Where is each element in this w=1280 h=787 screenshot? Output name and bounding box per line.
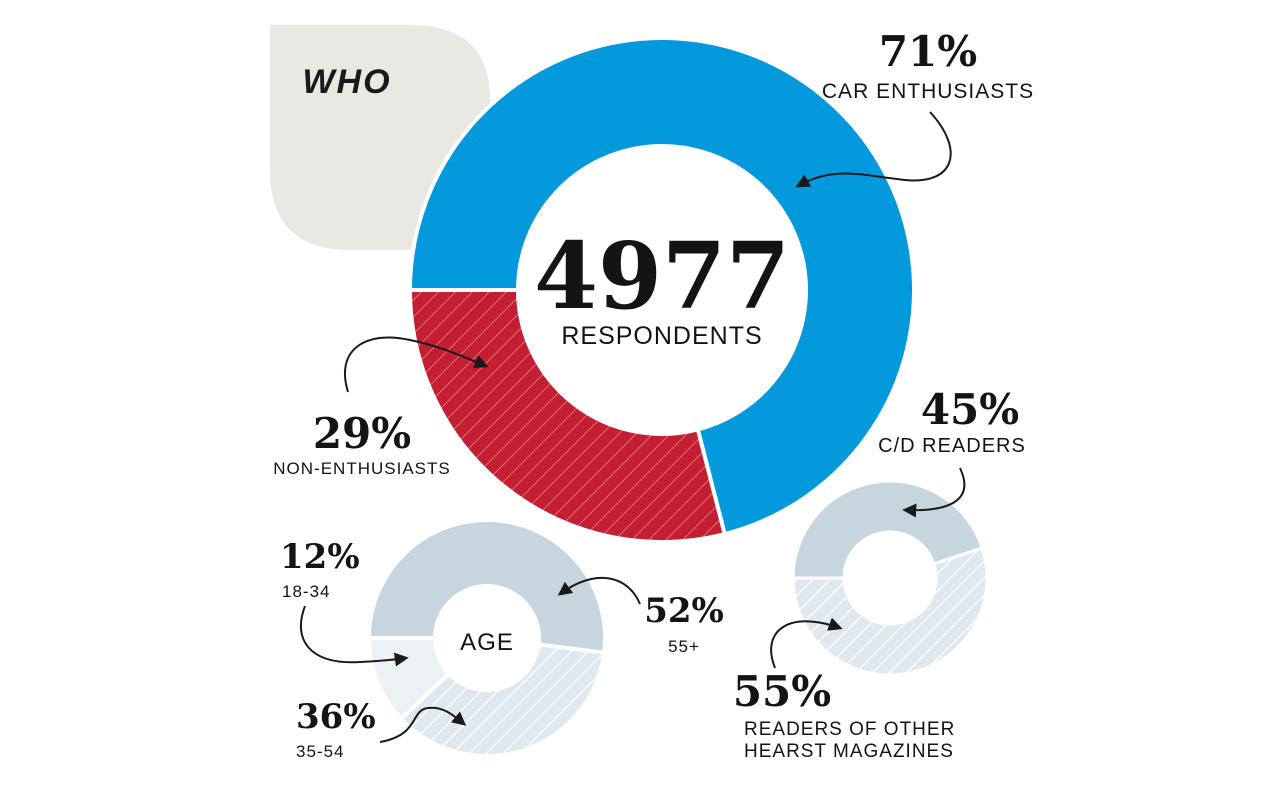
slice-age-55-plus — [366, 518, 607, 656]
slice-age-18-34 — [366, 636, 452, 722]
who-heading: WHO — [302, 63, 391, 101]
respondents-count: 4977 — [534, 222, 790, 330]
respondents-label: RESPONDENTS — [561, 322, 762, 350]
arrow-age-18-34 — [299, 605, 409, 667]
car-enthusiasts-label: CAR ENTHUSIASTS — [822, 80, 1034, 103]
arrow-age-35-54 — [379, 706, 467, 743]
arrow-hearst-readers — [770, 617, 843, 669]
non-enthusiasts-label: NON-ENTHUSIASTS — [273, 459, 450, 478]
slice-age-35-54 — [398, 642, 607, 758]
hearst-readers-label-line1: READERS OF OTHER — [744, 719, 955, 740]
arrow-age-55-plus — [557, 576, 641, 605]
respondents-donut — [407, 36, 916, 544]
arrow-cd-readers — [902, 467, 966, 518]
slice-non-enthusiasts — [407, 288, 728, 544]
car-enthusiasts-percent: 71% — [879, 27, 977, 76]
age-35-54-percent: 36% — [296, 697, 376, 737]
readers-donut — [791, 479, 989, 677]
age-18-34-percent: 12% — [280, 537, 360, 577]
age-center-label: AGE — [460, 629, 514, 656]
age-55-plus-percent: 52% — [644, 591, 724, 631]
hearst-readers-label-line2: HEARST MAGAZINES — [744, 741, 954, 762]
cd-readers-percent: 45% — [921, 385, 1019, 434]
age-donut — [366, 518, 607, 758]
slice-cd-readers — [791, 479, 985, 580]
non-enthusiasts-percent: 29% — [313, 409, 411, 458]
age-55-plus-label: 55+ — [668, 637, 700, 656]
slice-car-enthusiasts — [407, 36, 916, 537]
cd-readers-label: C/D READERS — [878, 435, 1026, 457]
hearst-readers-percent: 55% — [733, 667, 831, 716]
arrow-car-enthusiasts — [795, 111, 952, 188]
age-35-54-label: 35-54 — [296, 742, 344, 761]
arrow-non-enthusiasts — [343, 336, 489, 393]
slice-hearst-readers — [791, 546, 989, 677]
age-18-34-label: 18-34 — [282, 582, 330, 601]
